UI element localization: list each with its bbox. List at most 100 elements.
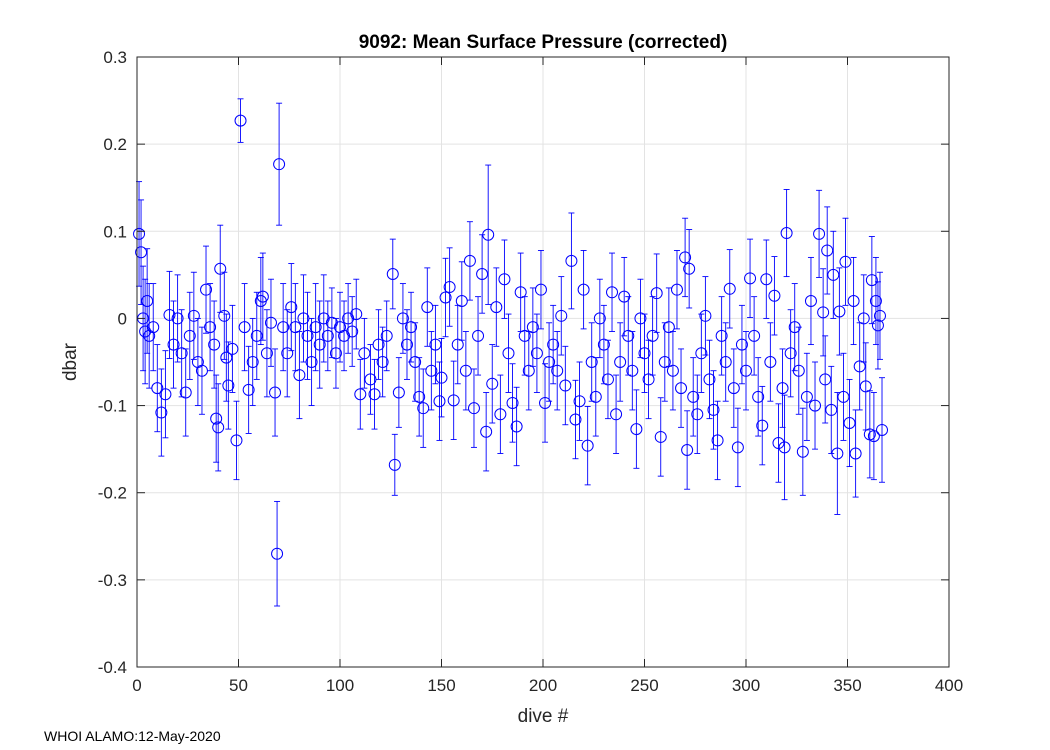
data-point	[297, 312, 310, 325]
data-point	[476, 267, 489, 280]
data-point	[654, 430, 667, 443]
data-point	[147, 321, 160, 334]
data-point	[396, 312, 409, 325]
data-point	[804, 295, 817, 307]
data-point	[675, 382, 688, 395]
data-point	[821, 244, 834, 257]
data-point	[230, 434, 243, 447]
data-point	[413, 390, 426, 403]
data-point	[218, 309, 231, 322]
data-point	[285, 301, 298, 314]
data-point	[695, 347, 708, 360]
data-point	[277, 321, 290, 334]
data-point	[857, 312, 870, 325]
data-point	[490, 301, 503, 314]
data-point	[210, 412, 223, 425]
data-point	[658, 356, 671, 368]
data-point	[421, 301, 434, 314]
data-point	[569, 413, 582, 426]
data-point	[876, 423, 889, 436]
data-point	[451, 338, 464, 351]
data-point	[662, 321, 675, 334]
data-point	[776, 382, 789, 395]
data-point	[212, 421, 225, 434]
data-point	[358, 347, 371, 360]
data-point	[873, 309, 886, 322]
data-point	[289, 321, 302, 334]
data-point	[703, 373, 716, 386]
data-point	[792, 364, 805, 377]
data-point	[573, 395, 586, 408]
data-point	[539, 396, 552, 409]
x-tick-label: 350	[833, 676, 861, 695]
data-markers	[133, 114, 889, 560]
data-point	[301, 329, 314, 342]
data-point	[135, 246, 148, 259]
data-point	[865, 274, 878, 287]
data-point	[486, 377, 499, 390]
data-point	[380, 329, 393, 342]
data-point	[472, 329, 485, 342]
y-tick-label: -0.1	[98, 397, 127, 416]
data-point	[630, 423, 643, 436]
data-point	[687, 390, 700, 403]
data-point	[719, 356, 732, 368]
data-point	[350, 308, 363, 321]
data-point	[376, 356, 389, 368]
data-point	[577, 283, 590, 296]
data-point	[506, 396, 519, 409]
data-point	[522, 364, 535, 377]
x-tick-label: 50	[229, 676, 248, 695]
data-point	[646, 329, 659, 342]
data-point	[707, 403, 720, 416]
data-point	[530, 347, 543, 360]
data-point	[626, 364, 639, 377]
data-point	[242, 383, 255, 396]
y-tick-label: -0.2	[98, 484, 127, 503]
x-tick-label: 200	[529, 676, 557, 695]
data-point	[589, 390, 602, 403]
data-point	[833, 305, 846, 318]
data-point	[281, 347, 294, 360]
data-point	[179, 386, 192, 399]
y-axis-label: dbar	[60, 342, 81, 381]
data-point	[752, 390, 765, 403]
data-point	[269, 386, 282, 399]
data-point	[159, 388, 172, 401]
data-point	[679, 251, 692, 264]
data-point	[167, 338, 180, 351]
data-point	[681, 444, 694, 457]
data-point	[238, 321, 251, 334]
data-point	[271, 547, 284, 560]
data-point	[256, 290, 269, 303]
data-point	[264, 316, 277, 329]
data-point	[195, 364, 208, 377]
data-point	[859, 380, 872, 393]
data-point	[273, 158, 286, 171]
x-tick-label: 100	[326, 676, 354, 695]
y-tick-label: 0.1	[103, 222, 127, 241]
data-point	[222, 379, 235, 392]
data-point	[346, 325, 359, 338]
data-point	[321, 329, 334, 342]
data-point	[847, 295, 860, 307]
data-point	[827, 268, 840, 281]
data-point	[788, 321, 801, 334]
data-point	[250, 329, 263, 342]
data-point	[364, 373, 377, 386]
data-point	[723, 282, 736, 295]
data-point	[151, 382, 164, 395]
data-point	[740, 364, 752, 377]
error-bars	[136, 98, 886, 607]
data-point	[459, 364, 472, 377]
data-point	[601, 373, 614, 386]
data-point	[699, 309, 712, 322]
data-point	[670, 283, 683, 296]
data-point	[849, 447, 862, 460]
data-point	[622, 329, 635, 342]
data-point	[494, 408, 507, 421]
data-point	[214, 262, 227, 275]
data-point	[853, 360, 866, 373]
data-point	[208, 338, 221, 351]
